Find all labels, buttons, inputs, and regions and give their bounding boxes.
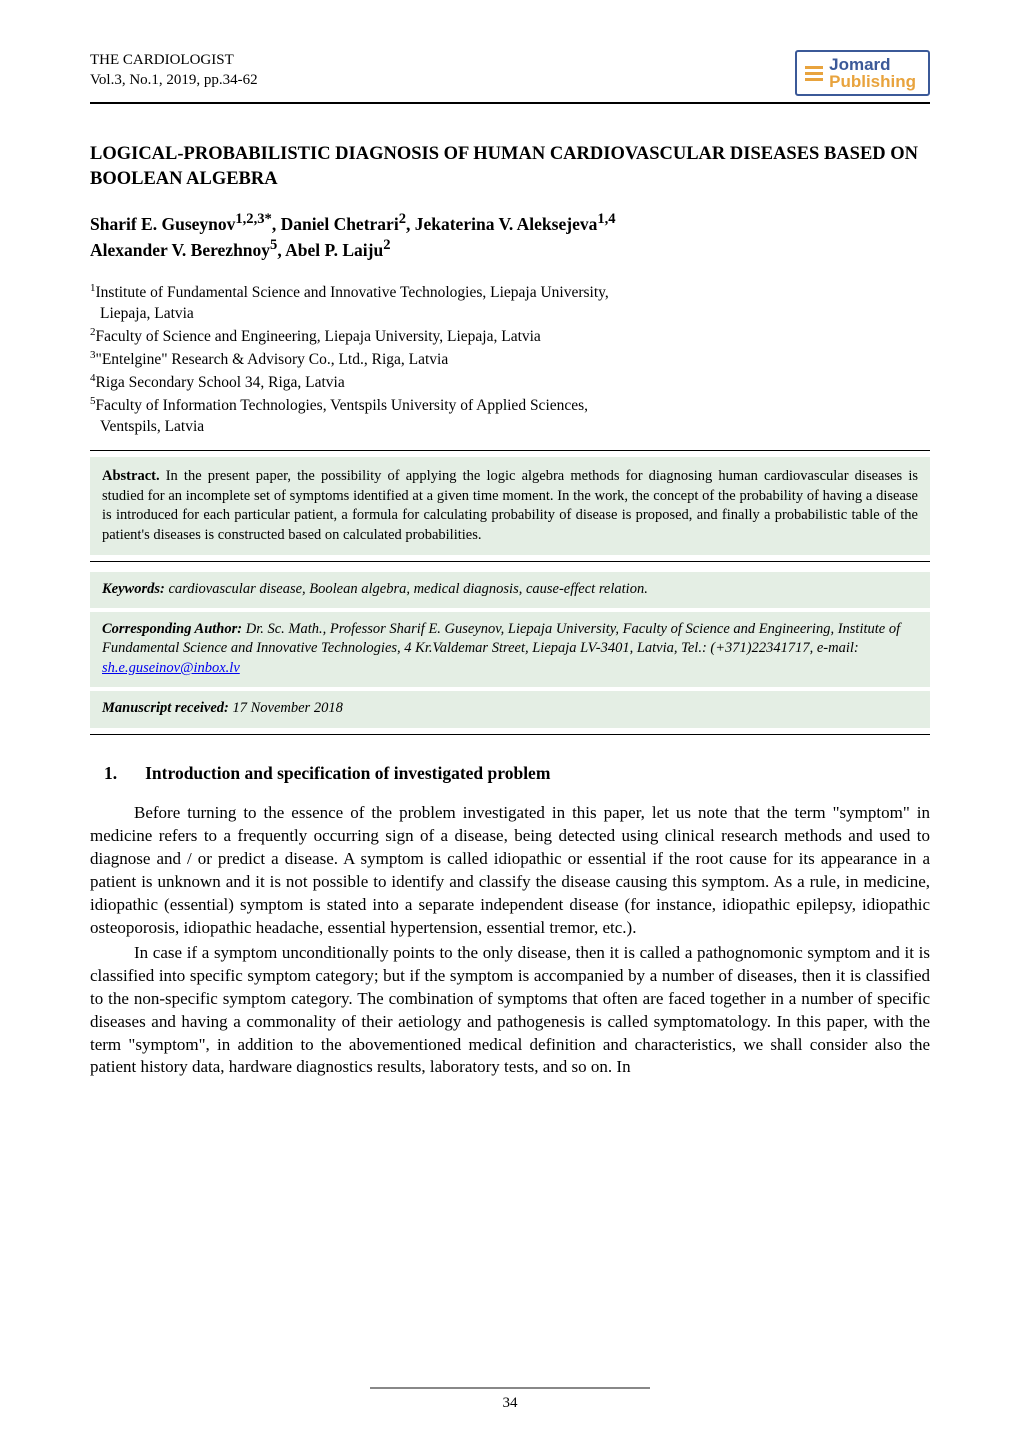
ms-text: 17 November 2018 <box>229 700 343 716</box>
affiliation: 2Faculty of Science and Engineering, Lie… <box>90 325 930 348</box>
abstract-text: In the present paper, the possibility of… <box>102 468 918 543</box>
manuscript-block: Manuscript received: 17 November 2018 <box>90 691 930 729</box>
publisher-logo: Jomard Publishing <box>795 50 930 96</box>
abstract-label: Abstract. <box>102 468 160 484</box>
sep: , <box>277 240 285 260</box>
author: Jekaterina V. Aleksejeva <box>415 214 598 234</box>
logo-bars-icon <box>805 66 823 81</box>
section-title: Introduction and specification of invest… <box>145 763 550 784</box>
affil-text-cont: Liepaja, Latvia <box>90 304 930 325</box>
logo-line2: Publishing <box>829 73 916 90</box>
body-paragraph: In case if a symptom unconditionally poi… <box>90 942 930 1080</box>
author: Sharif E. Guseynov <box>90 214 235 234</box>
divider <box>90 450 930 451</box>
sep: , <box>406 214 415 234</box>
logo-line1: Jomard <box>829 56 916 73</box>
journal-name: THE CARDIOLOGIST <box>90 50 258 70</box>
header-row: THE CARDIOLOGIST Vol.3, No.1, 2019, pp.3… <box>90 50 930 96</box>
author-sup: 1,4 <box>597 211 615 227</box>
logo-text: Jomard Publishing <box>829 56 916 90</box>
affiliation: 4Riga Secondary School 34, Riga, Latvia <box>90 371 930 394</box>
divider <box>90 561 930 562</box>
affil-text: Faculty of Information Technologies, Ven… <box>96 397 589 414</box>
page-number: 34 <box>0 1395 1020 1412</box>
section-heading: 1. Introduction and specification of inv… <box>104 763 930 784</box>
affil-text: "Entelgine" Research & Advisory Co., Ltd… <box>96 351 449 368</box>
author-sup: 1,2,3* <box>235 211 271 227</box>
authors-block: Sharif E. Guseynov1,2,3*, Daniel Chetrar… <box>90 210 930 263</box>
body-paragraph: Before turning to the essence of the pro… <box>90 802 930 940</box>
author-sup: 2 <box>383 237 390 253</box>
affil-text-cont: Ventspils, Latvia <box>90 417 930 438</box>
paper-title: LOGICAL-PROBABILISTIC DIAGNOSIS OF HUMAN… <box>90 142 930 192</box>
sep: , <box>272 214 281 234</box>
journal-info: THE CARDIOLOGIST Vol.3, No.1, 2019, pp.3… <box>90 50 258 91</box>
corresponding-block: Corresponding Author: Dr. Sc. Math., Pro… <box>90 612 930 687</box>
top-divider <box>90 102 930 104</box>
author: Abel P. Laiju <box>285 240 383 260</box>
volume-line: Vol.3, No.1, 2019, pp.34-62 <box>90 70 258 90</box>
abstract-block: Abstract. In the present paper, the poss… <box>90 457 930 555</box>
affiliation: 1Institute of Fundamental Science and In… <box>90 281 930 304</box>
keywords-text: cardiovascular disease, Boolean algebra,… <box>165 581 648 597</box>
author-sup: 2 <box>399 211 406 227</box>
keywords-label: Keywords: <box>102 581 165 597</box>
affiliations: 1Institute of Fundamental Science and In… <box>90 281 930 438</box>
affiliation: 3"Entelgine" Research & Advisory Co., Lt… <box>90 348 930 371</box>
page-footer: 34 <box>0 1387 1020 1412</box>
affiliation: 5Faculty of Information Technologies, Ve… <box>90 394 930 417</box>
affil-text: Institute of Fundamental Science and Inn… <box>96 284 609 301</box>
affil-text: Faculty of Science and Engineering, Liep… <box>96 328 541 345</box>
author: Daniel Chetrari <box>281 214 399 234</box>
corr-email-link[interactable]: sh.e.guseinov@inbox.lv <box>102 660 240 676</box>
corr-label: Corresponding Author: <box>102 621 242 637</box>
ms-label: Manuscript received: <box>102 700 229 716</box>
affil-text: Riga Secondary School 34, Riga, Latvia <box>96 374 345 391</box>
section-number: 1. <box>104 763 117 784</box>
author: Alexander V. Berezhnoy <box>90 240 270 260</box>
footer-divider <box>370 1387 650 1389</box>
divider <box>90 734 930 735</box>
keywords-block: Keywords: cardiovascular disease, Boolea… <box>90 572 930 608</box>
